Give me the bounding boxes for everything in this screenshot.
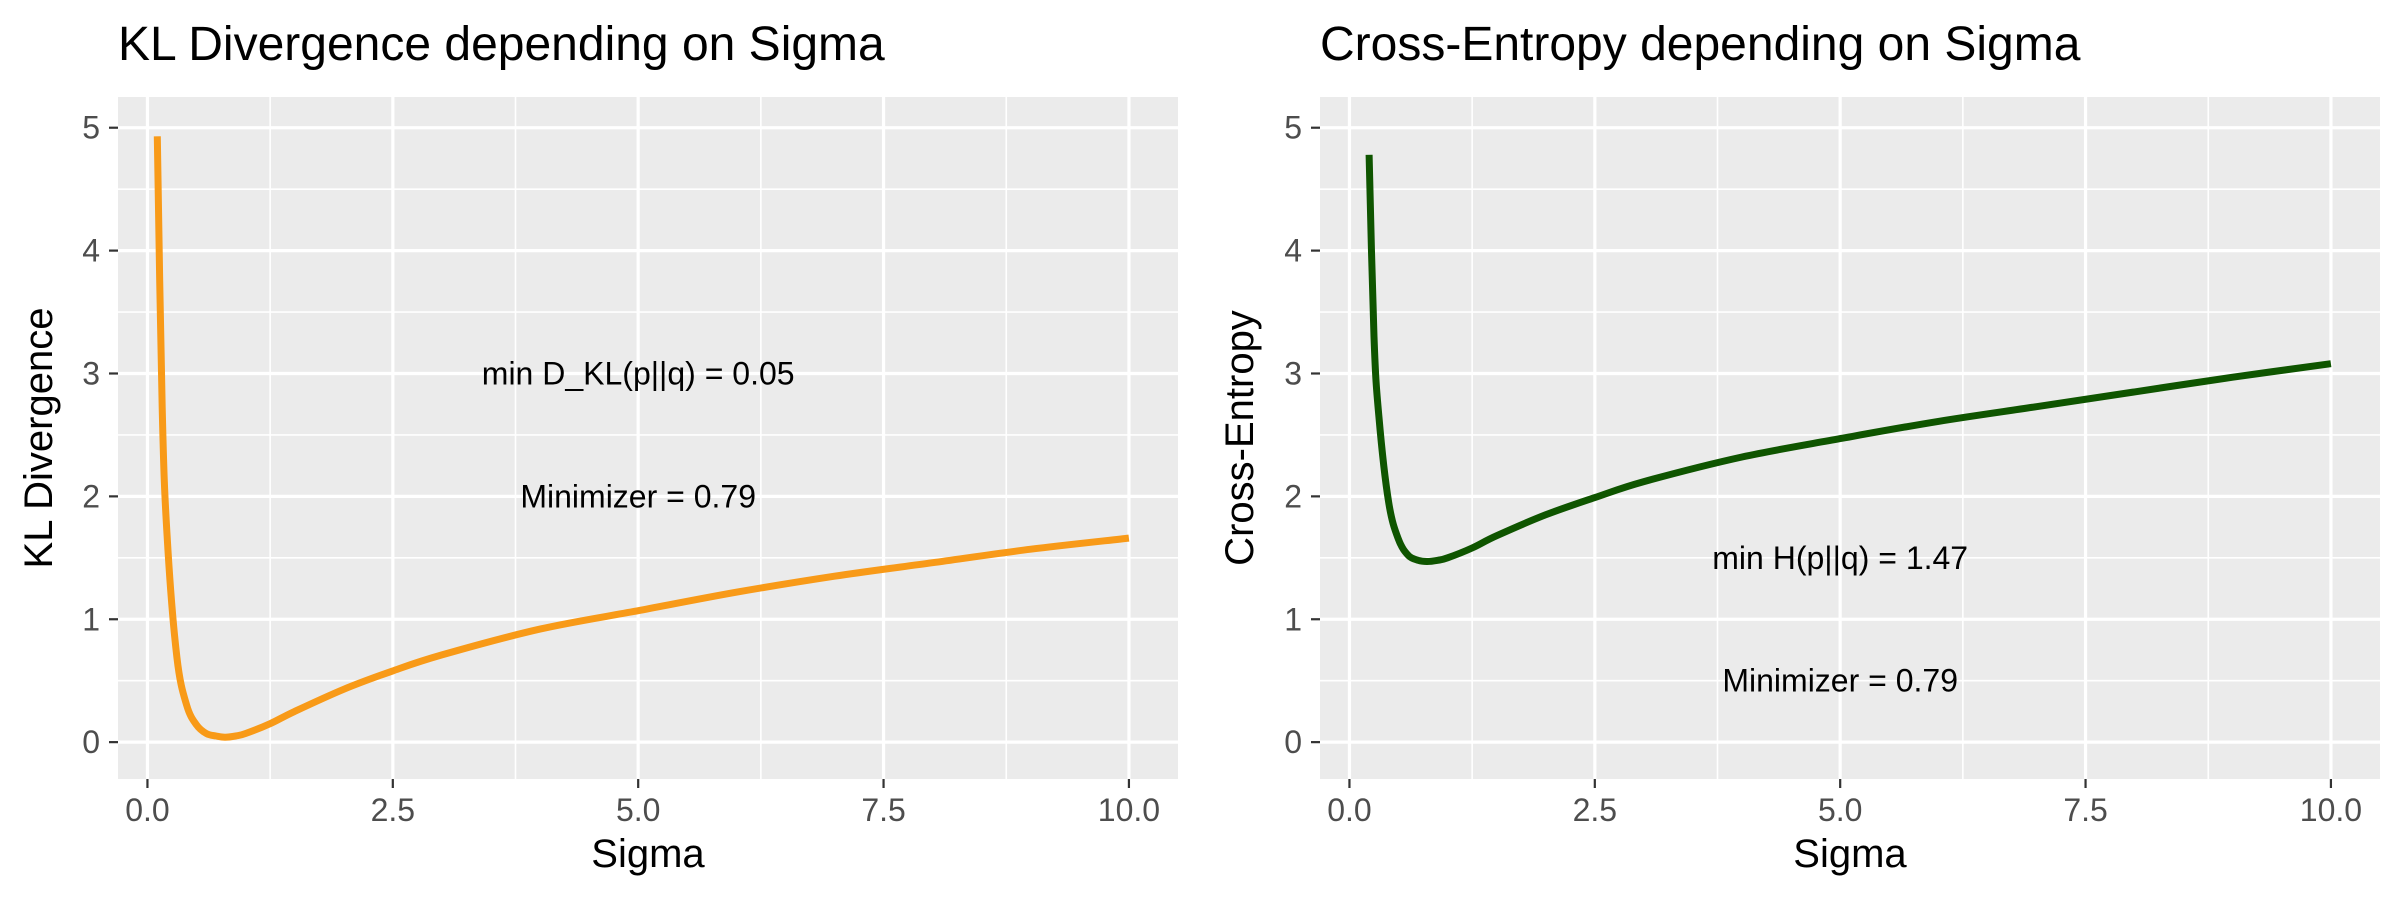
annotations: min H(p||q) = 1.47 Minimizer = 0.79 xyxy=(1712,540,1968,699)
x-tick-label: 2.5 xyxy=(371,792,415,828)
x-tick-label: 7.5 xyxy=(861,792,905,828)
y-tick-label: 3 xyxy=(82,355,100,391)
x-tick-label: 5.0 xyxy=(616,792,660,828)
y-tick-label: 4 xyxy=(82,233,100,269)
annotation-label: min D_KL(p||q) = 0.05 xyxy=(482,355,795,391)
y-tick-label: 1 xyxy=(1284,601,1302,637)
y-tick-label: 4 xyxy=(1284,233,1302,269)
annotations: min D_KL(p||q) = 0.05 Minimizer = 0.79 xyxy=(482,355,795,514)
chart-title: KL Divergence depending on Sigma xyxy=(118,18,885,71)
panel-kl: KL Divergence depending on Sigma min D_K… xyxy=(17,18,1178,876)
chart-title: Cross-Entropy depending on Sigma xyxy=(1320,18,2081,71)
x-axis-label: Sigma xyxy=(591,832,705,876)
y-tick-label: 2 xyxy=(1284,478,1302,514)
series-line xyxy=(153,136,1130,741)
annotation-label: Minimizer = 0.79 xyxy=(1722,663,1958,699)
y-tick-label: 3 xyxy=(1284,355,1302,391)
x-tick-label: 10.0 xyxy=(1098,792,1160,828)
x-tick-label: 10.0 xyxy=(2300,792,2362,828)
x-tick-label: 2.5 xyxy=(1573,792,1617,828)
y-tick-label: 0 xyxy=(82,724,100,760)
y-axis-label: KL Divergence xyxy=(17,308,61,569)
y-tick-label: 5 xyxy=(1284,110,1302,146)
panel-cross-entropy: Cross-Entropy depending on Sigma min H(p… xyxy=(1218,18,2380,876)
series-line xyxy=(1365,154,2332,565)
plot-background xyxy=(118,97,1178,779)
series-layer xyxy=(153,136,1130,741)
x-tick-label: 0.0 xyxy=(1327,792,1371,828)
y-tick-label: 0 xyxy=(1284,724,1302,760)
x-axis-label: Sigma xyxy=(1793,832,1907,876)
annotation-label: min H(p||q) = 1.47 xyxy=(1712,540,1968,576)
y-tick-label: 2 xyxy=(82,478,100,514)
y-axis-label: Cross-Entropy xyxy=(1218,310,1262,566)
x-tick-label: 0.0 xyxy=(125,792,169,828)
axis-ticks: 0.0 2.5 5.0 7.5 10.0 0 1 2 3 4 5 xyxy=(82,110,1160,828)
y-tick-label: 1 xyxy=(82,601,100,637)
x-tick-label: 5.0 xyxy=(1818,792,1862,828)
x-tick-label: 7.5 xyxy=(2063,792,2107,828)
axis-ticks: 0.0 2.5 5.0 7.5 10.0 0 1 2 3 4 5 xyxy=(1284,110,2362,828)
y-tick-label: 5 xyxy=(82,110,100,146)
annotation-label: Minimizer = 0.79 xyxy=(520,478,756,514)
gridlines xyxy=(118,97,1178,779)
series-layer xyxy=(1365,154,2332,565)
